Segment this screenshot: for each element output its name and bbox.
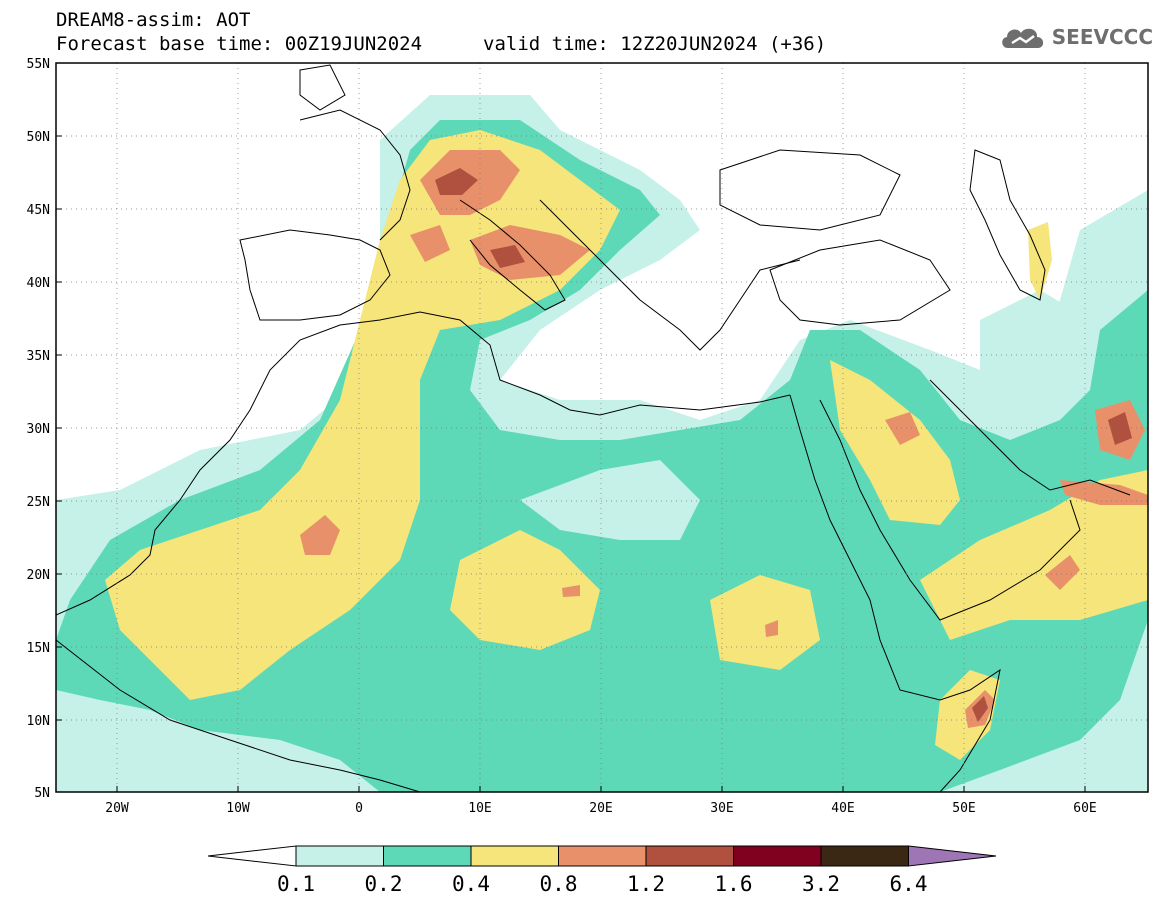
aot-field	[56, 95, 1148, 792]
colorbar-label: 3.2	[802, 872, 840, 896]
aot-region-l4-mali	[300, 515, 340, 555]
lon-label: 20E	[589, 801, 612, 816]
forecast-base-time: Forecast base time: 00Z19JUN2024	[56, 33, 423, 55]
aot-region-l3-sahara	[105, 130, 620, 700]
lon-label: 10E	[468, 801, 491, 816]
colorbar-low-arrow	[207, 845, 297, 867]
logo-text: SEEVCCC	[1051, 25, 1153, 49]
lon-labels: 20W 10W 0 10E 20E 30E 40E 50E 60E	[105, 801, 1096, 816]
aot-region-l4-chad-spot	[562, 585, 580, 597]
aot-region-l4-sudan-spot	[765, 620, 778, 637]
lat-label: 45N	[27, 203, 50, 218]
lat-label: 35N	[27, 349, 50, 364]
colorbar-segment	[295, 845, 384, 867]
colorbar-segment	[645, 845, 734, 867]
lon-label: 50E	[952, 801, 975, 816]
aot-region-l3-chad	[450, 530, 600, 650]
aot-region-l5-alps	[435, 168, 478, 195]
lon-label: 60E	[1073, 801, 1096, 816]
aot-region-l3-caspian	[1028, 222, 1052, 300]
map-title: DREAM8-assim: AOT	[56, 9, 251, 31]
lat-label: 25N	[27, 495, 50, 510]
aot-region-l5-iran	[1108, 412, 1132, 445]
lon-label: 0	[355, 801, 363, 816]
colorbar-segment	[558, 845, 647, 867]
colorbar-label: 1.6	[714, 872, 753, 896]
aot-region-l3-sudan	[710, 575, 820, 670]
lat-label: 40N	[27, 276, 50, 291]
aot-region-l4-iraq	[885, 412, 920, 445]
lon-label: 20W	[105, 801, 129, 816]
colorbar-segment	[820, 845, 909, 867]
colorbar-segment	[470, 845, 559, 867]
lat-label: 50N	[27, 130, 50, 145]
aot-region-l1-pocket	[520, 460, 700, 540]
coastlines	[56, 64, 1131, 792]
cloud-logo-icon	[1001, 28, 1043, 48]
aot-region-l1-pocket-east	[980, 290, 1090, 400]
map-grid	[56, 63, 1148, 792]
colorbar	[207, 845, 997, 867]
colorbar-label: 0.2	[364, 872, 403, 896]
aot-region-l4-france	[410, 225, 450, 262]
colorbar-label: 6.4	[889, 872, 928, 896]
colorbar-label: 1.2	[627, 872, 665, 896]
lon-label: 30E	[710, 801, 733, 816]
aot-region-l3-oman	[920, 470, 1148, 640]
lat-label: 30N	[27, 422, 50, 437]
valid-time: valid time: 12Z20JUN2024 (+36)	[483, 33, 827, 55]
colorbar-segment	[733, 845, 822, 867]
lon-label: 40E	[831, 801, 854, 816]
lon-label: 10W	[226, 801, 250, 816]
aot-region-l5-italy	[490, 245, 525, 268]
aot-region-l4-pakistan	[1060, 480, 1148, 505]
lat-labels: 55N 50N 45N 40N 35N 30N 25N 20N 15N 10N …	[27, 57, 50, 801]
lat-label: 5N	[34, 786, 50, 801]
lat-label: 55N	[27, 57, 50, 72]
lat-label: 15N	[27, 641, 50, 656]
colorbar-label: 0.1	[277, 872, 315, 896]
lat-label: 10N	[27, 714, 50, 729]
seevccc-logo: SEEVCCC	[998, 22, 1153, 52]
aot-region-l4-oman-spot	[1045, 555, 1080, 590]
colorbar-segment	[383, 845, 472, 867]
colorbar-label: 0.8	[539, 872, 578, 896]
lat-label: 20N	[27, 568, 50, 583]
colorbar-high-arrow	[908, 845, 997, 867]
aot-region-l5-somalia	[972, 696, 988, 722]
axis-ticks	[56, 62, 1086, 793]
colorbar-label: 0.4	[452, 872, 490, 896]
aot-region-l3-arabia	[830, 360, 960, 525]
